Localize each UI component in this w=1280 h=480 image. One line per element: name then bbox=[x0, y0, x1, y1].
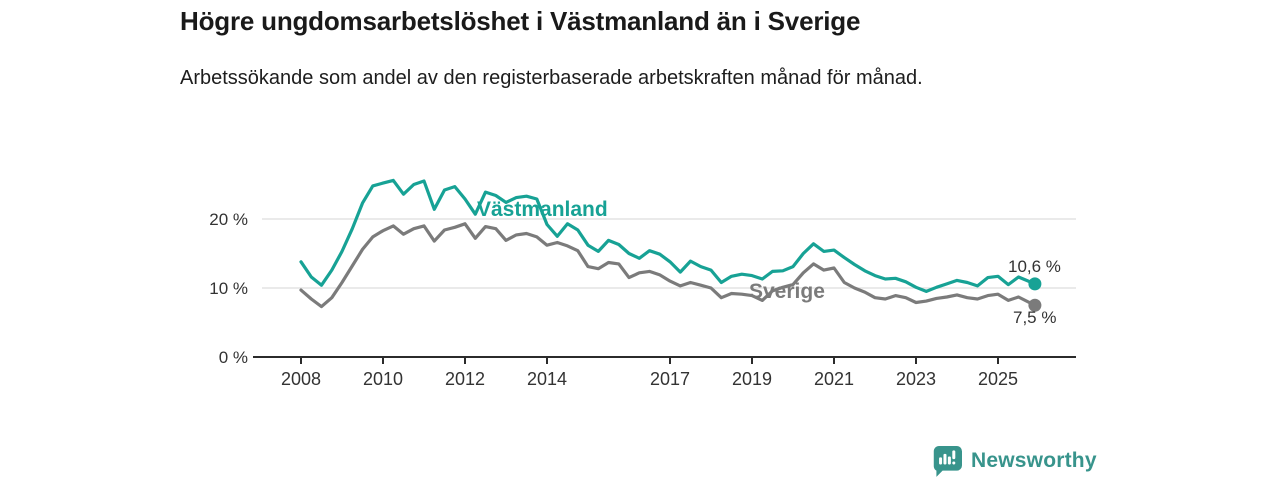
x-tick-label: 2023 bbox=[896, 369, 936, 389]
series-label-vastmanland: Västmanland bbox=[477, 198, 608, 221]
x-tick-label: 2008 bbox=[281, 369, 321, 389]
end-value-sverige: 7,5 % bbox=[1013, 308, 1057, 327]
series-label-sverige: Sverige bbox=[749, 280, 825, 303]
y-tick-label: 20 % bbox=[209, 210, 248, 229]
chart-subtitle: Arbetssökande som andel av den registerb… bbox=[180, 67, 923, 89]
x-tick-label: 2012 bbox=[445, 369, 485, 389]
end-value-vastmanland: 10,6 % bbox=[1008, 257, 1061, 276]
x-tick-label: 2010 bbox=[363, 369, 403, 389]
x-tick-label: 2019 bbox=[732, 369, 772, 389]
chart-title: Högre ungdomsarbetslöshet i Västmanland … bbox=[180, 6, 861, 36]
series-end-dot-sverige bbox=[1028, 298, 1042, 312]
series-end-dot-vastmanland bbox=[1028, 277, 1042, 291]
y-tick-label: 0 % bbox=[219, 348, 248, 367]
x-tick-label: 2014 bbox=[527, 369, 567, 389]
brand-name: Newsworthy bbox=[971, 448, 1097, 472]
x-tick-label: 2017 bbox=[650, 369, 690, 389]
x-tick-label: 2025 bbox=[978, 369, 1018, 389]
x-tick-label: 2021 bbox=[814, 369, 854, 389]
series-line-vastmanland bbox=[299, 178, 1037, 293]
newsworthy-logo: Newsworthy bbox=[932, 444, 1097, 477]
y-tick-label: 10 % bbox=[209, 279, 248, 298]
series-line-sverige bbox=[299, 222, 1037, 309]
bar-chart-speech-bubble-icon bbox=[933, 445, 962, 477]
